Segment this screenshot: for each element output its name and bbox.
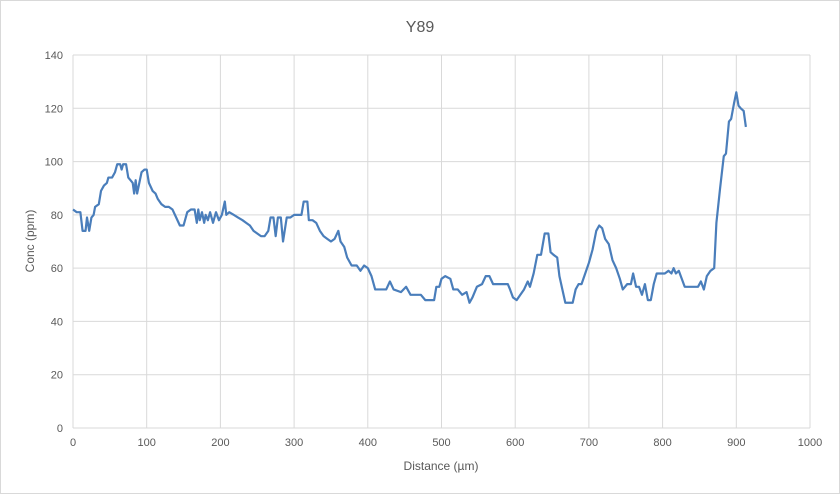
y-tick-label: 40 [51, 316, 63, 328]
data-line [72, 91, 747, 304]
x-tick-label: 700 [580, 437, 598, 449]
x-tick-label: 400 [359, 437, 377, 449]
y-tick-label: 0 [57, 423, 63, 435]
x-tick-label: 100 [138, 437, 156, 449]
x-tick-label: 500 [432, 437, 450, 449]
y-tick-label: 140 [45, 50, 63, 62]
y-tick-label: 80 [51, 210, 63, 222]
x-tick-label: 900 [727, 437, 745, 449]
x-tick-label: 300 [285, 437, 303, 449]
y-tick-label: 60 [51, 263, 63, 275]
chart-title: Y89 [406, 19, 435, 36]
y-axis-title: Conc (ppm) [23, 210, 37, 273]
x-tick-label: 1000 [798, 437, 822, 449]
x-tick-label: 200 [211, 437, 229, 449]
y-tick-label: 100 [45, 157, 63, 169]
y-tick-label: 20 [51, 370, 63, 382]
y-tick-label: 120 [45, 103, 63, 115]
x-tick-label: 0 [70, 437, 76, 449]
x-tick-label: 600 [506, 437, 524, 449]
x-tick-label: 800 [653, 437, 671, 449]
x-axis-title: Distance (µm) [404, 459, 479, 473]
